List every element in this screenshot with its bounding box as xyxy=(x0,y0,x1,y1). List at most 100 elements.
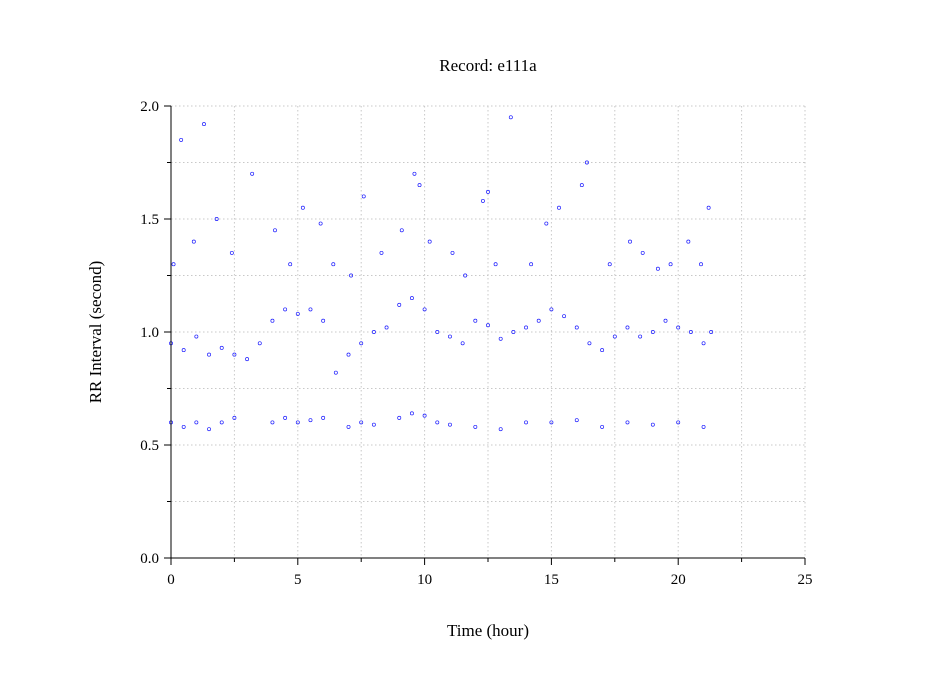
data-point xyxy=(650,422,655,427)
data-point xyxy=(308,307,313,312)
axes: 0 5 10 15 20 25 0.0 0.5 1.0 1.5 2.0 xyxy=(140,99,812,588)
data-point xyxy=(295,311,300,316)
data-point xyxy=(207,352,211,357)
data-point xyxy=(397,302,402,307)
chart-title: Record: e111a xyxy=(439,56,537,75)
data-point xyxy=(359,341,364,346)
data-point xyxy=(300,205,305,210)
data-point xyxy=(379,250,384,255)
data-point xyxy=(584,160,589,165)
data-point xyxy=(463,273,468,278)
data-point xyxy=(318,221,323,226)
data-point xyxy=(202,122,206,127)
data-point xyxy=(612,334,617,339)
data-point xyxy=(273,228,277,233)
data-point xyxy=(219,345,224,350)
data-point xyxy=(321,415,326,420)
data-point xyxy=(701,341,706,346)
data-point xyxy=(371,330,376,334)
data-point xyxy=(706,205,711,210)
data-point xyxy=(270,420,275,425)
data-point xyxy=(536,318,541,323)
data-point xyxy=(422,307,427,312)
data-point xyxy=(544,221,549,226)
data-point xyxy=(371,422,376,427)
data-point xyxy=(288,262,293,267)
data-point xyxy=(600,424,605,429)
data-point xyxy=(511,330,516,334)
y-tick-label: 0.0 xyxy=(140,551,159,567)
x-axis-label: Time (hour) xyxy=(447,621,529,640)
y-tick-label: 1.5 xyxy=(140,212,159,228)
data-point xyxy=(399,228,404,233)
data-point xyxy=(397,415,402,420)
data-point xyxy=(607,262,612,267)
data-point xyxy=(549,307,554,312)
x-tick-label: 15 xyxy=(544,572,559,588)
data-point xyxy=(498,427,503,432)
data-point xyxy=(625,420,630,425)
data-point xyxy=(493,262,498,267)
data-point xyxy=(668,262,673,267)
data-point xyxy=(245,357,250,362)
data-point xyxy=(701,424,706,429)
x-tick-label: 25 xyxy=(798,572,813,588)
data-point xyxy=(650,330,655,334)
data-point xyxy=(628,239,632,244)
data-point xyxy=(250,171,255,176)
data-point xyxy=(676,325,681,330)
data-point xyxy=(699,262,703,267)
data-point xyxy=(557,205,561,210)
data-point xyxy=(524,420,528,425)
y-axis-label: RR Interval (second) xyxy=(86,261,105,404)
data-point xyxy=(270,318,275,323)
data-point xyxy=(232,415,237,420)
data-point xyxy=(422,413,427,418)
data-point xyxy=(435,420,440,425)
data-point xyxy=(549,420,554,425)
data-point xyxy=(349,273,354,278)
data-point xyxy=(640,250,645,255)
data-point xyxy=(460,341,465,346)
y-tick-label: 2.0 xyxy=(140,99,159,115)
data-point xyxy=(450,250,455,255)
data-point xyxy=(346,424,351,429)
data-point xyxy=(409,411,414,416)
data-point xyxy=(480,198,485,203)
data-point xyxy=(448,422,452,427)
data-point xyxy=(486,189,490,194)
data-point xyxy=(529,262,534,267)
data-point xyxy=(171,262,176,267)
y-tick-label: 0.5 xyxy=(140,438,159,454)
data-point xyxy=(321,318,326,323)
data-point xyxy=(361,194,366,199)
data-point xyxy=(194,334,199,339)
data-point xyxy=(409,296,414,301)
data-point xyxy=(412,171,417,176)
x-tick-label: 20 xyxy=(671,572,686,588)
data-point xyxy=(562,314,567,319)
data-point xyxy=(181,348,186,353)
data-point xyxy=(498,336,503,341)
data-point xyxy=(427,239,432,244)
data-point xyxy=(686,239,691,244)
data-point xyxy=(283,415,288,420)
data-point xyxy=(676,420,681,425)
data-point xyxy=(308,418,313,423)
data-point xyxy=(359,420,364,425)
data-point xyxy=(486,323,490,328)
data-point xyxy=(625,325,630,330)
data-point xyxy=(179,137,184,142)
data-point xyxy=(688,330,693,334)
data-point xyxy=(600,348,605,353)
x-tick-label: 5 xyxy=(294,572,302,588)
data-points xyxy=(169,115,714,432)
data-point xyxy=(524,325,528,330)
data-point xyxy=(638,334,643,339)
data-point xyxy=(587,341,592,346)
data-point xyxy=(709,330,714,334)
data-point xyxy=(473,424,478,429)
data-point xyxy=(448,334,452,339)
x-tick-label: 10 xyxy=(417,572,432,588)
